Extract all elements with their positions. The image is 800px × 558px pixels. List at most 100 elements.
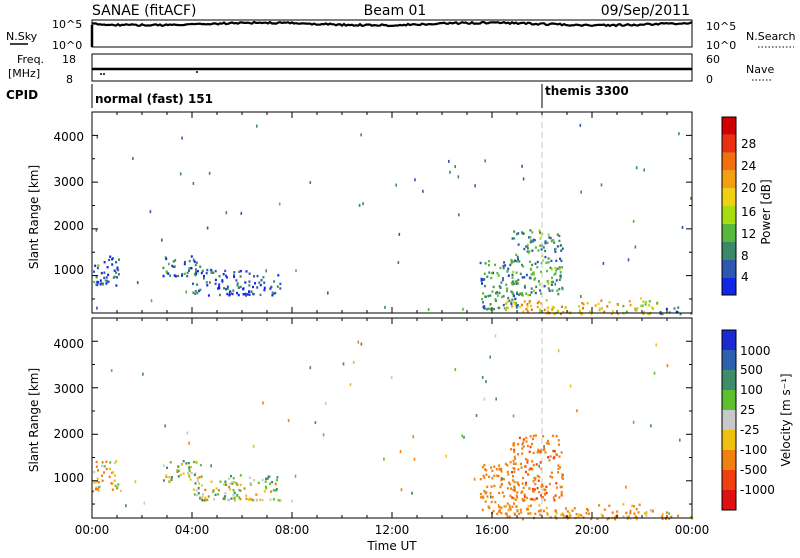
scatter-cell — [174, 275, 177, 278]
scatter-cell — [186, 271, 189, 275]
scatter-cell — [505, 512, 508, 516]
scatter-cell — [182, 472, 185, 475]
scatter-cell — [531, 460, 534, 463]
scatter-cell — [196, 291, 199, 295]
scatter-cell — [229, 482, 232, 485]
scatter-cell — [484, 295, 487, 298]
scatter-cell — [581, 302, 584, 305]
scatter-cell — [166, 466, 168, 469]
scatter-cell — [510, 487, 512, 490]
scatter-cell — [479, 261, 482, 265]
scatter-cell — [201, 269, 204, 273]
scatter-cell — [226, 292, 229, 296]
scatter-cell — [93, 470, 96, 474]
scatter-cell — [547, 257, 550, 260]
scatter-cell — [205, 281, 208, 284]
scatter-cell — [639, 297, 642, 300]
scatter-cell — [510, 258, 513, 262]
scatter-cell — [483, 464, 486, 467]
scatter-cell — [513, 486, 516, 489]
scatter-cell — [516, 510, 519, 513]
scatter-cell — [358, 203, 361, 207]
scatter-cell — [228, 488, 231, 491]
scatter-cell — [218, 293, 221, 297]
scatter-cell — [511, 496, 514, 499]
scatter-cell — [496, 512, 499, 516]
scatter-cell — [97, 489, 100, 493]
scatter-cell — [506, 470, 509, 474]
scatter-cell — [213, 498, 216, 501]
nsky-trace — [91, 20, 693, 28]
scatter-cell — [244, 281, 247, 284]
scatter-cell — [228, 294, 231, 297]
scatter-cell — [525, 245, 528, 248]
scatter-cell — [514, 297, 517, 301]
scatter-cell — [549, 237, 552, 240]
scatter-cell — [256, 286, 259, 289]
scatter-cell — [528, 300, 531, 303]
scatter-cell — [600, 183, 603, 187]
scatter-cell — [511, 298, 514, 301]
scatter-cell — [179, 172, 182, 176]
scatter-cell — [533, 476, 536, 480]
scatter-cell — [513, 470, 516, 473]
velocity-colorbar-tick: -25 — [740, 423, 760, 437]
scatter-cell — [538, 229, 541, 232]
scatter-cell — [492, 509, 495, 513]
scatter-cell — [517, 293, 520, 296]
scatter-cell — [538, 300, 540, 303]
scatter-cell — [104, 279, 107, 282]
scatter-cell — [551, 307, 554, 311]
scatter-cell — [529, 497, 532, 501]
scatter-cell — [265, 269, 267, 273]
scatter-cell — [519, 508, 522, 511]
scatter-cell — [481, 282, 483, 285]
scatter-cell — [558, 234, 561, 238]
scatter-cell — [103, 465, 106, 468]
scatter-cell — [543, 308, 546, 312]
scatter-cell — [558, 443, 560, 446]
scatter-cell — [503, 307, 506, 310]
scatter-cell — [162, 464, 165, 467]
scatter-cell — [100, 271, 103, 275]
scatter-cell — [525, 458, 527, 461]
scatter-cell — [546, 269, 549, 273]
scatter-cell — [650, 306, 653, 309]
scatter-cell — [645, 514, 648, 517]
scatter-cell — [490, 276, 493, 280]
scatter-cell — [561, 473, 564, 476]
scatter-cell — [495, 397, 497, 401]
scatter-cell — [533, 498, 536, 502]
velocity-colorbar-block — [722, 470, 736, 490]
scatter-cell — [550, 240, 553, 243]
scatter-cell — [527, 251, 530, 255]
scatter-cell — [217, 489, 220, 492]
scatter-cell — [515, 280, 518, 283]
scatter-cell — [162, 479, 165, 482]
scatter-cell — [559, 276, 562, 279]
scatter-cell — [635, 507, 638, 511]
scatter-cell — [580, 190, 582, 194]
scatter-cell — [500, 512, 503, 515]
scatter-cell — [512, 475, 514, 478]
scatter-cell — [551, 305, 554, 309]
scatter-cell — [199, 463, 202, 467]
scatter-cell — [526, 305, 529, 308]
scatter-cell — [259, 293, 262, 297]
scatter-cell — [514, 462, 517, 465]
scatter-cell — [587, 512, 590, 515]
scatter-cell — [580, 514, 583, 517]
scatter-cell — [482, 301, 485, 304]
velocity-colorbar-blocks — [722, 330, 736, 510]
scatter-cell — [559, 257, 561, 260]
scatter-cell — [181, 273, 184, 276]
scatter-cell — [105, 460, 108, 463]
scatter-cell — [540, 270, 542, 273]
scatter-cell — [530, 304, 533, 308]
power-colorbar-tick: 20 — [741, 181, 756, 195]
scatter-cell — [543, 285, 546, 288]
scatter-cell — [677, 514, 680, 518]
scatter-cell — [542, 435, 545, 438]
scatter-cell — [255, 493, 258, 496]
scatter-cell — [223, 495, 226, 498]
